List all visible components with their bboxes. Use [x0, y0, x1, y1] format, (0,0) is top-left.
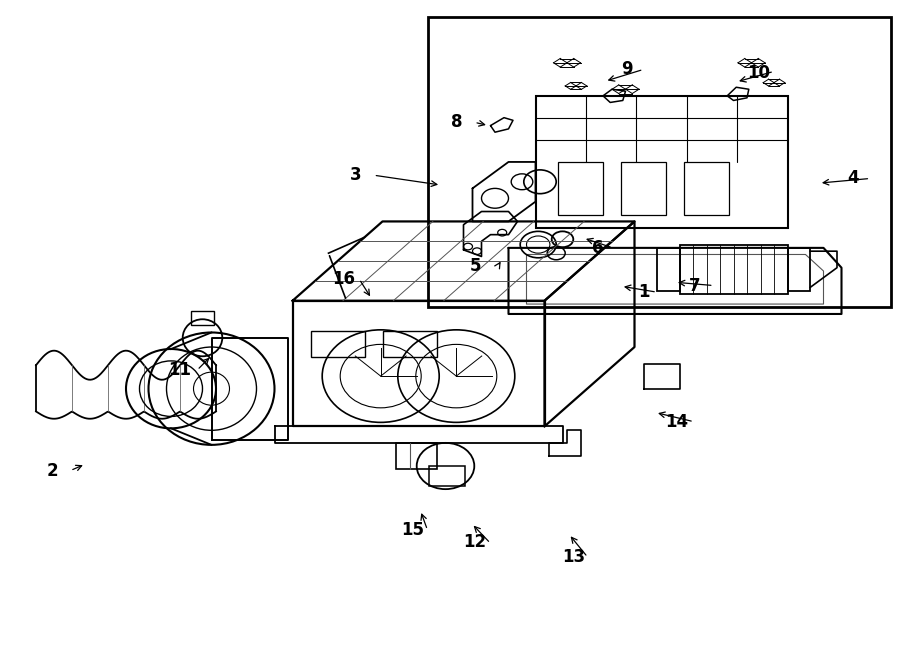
Bar — [621, 162, 666, 215]
Text: 9: 9 — [622, 60, 633, 79]
Text: 7: 7 — [689, 276, 700, 295]
Bar — [396, 443, 437, 469]
Text: 15: 15 — [400, 521, 424, 539]
Text: 2: 2 — [47, 461, 58, 480]
Bar — [191, 311, 214, 325]
Bar — [684, 162, 729, 215]
Bar — [657, 248, 680, 291]
Bar — [558, 162, 603, 215]
Text: 6: 6 — [592, 239, 603, 257]
Text: 3: 3 — [350, 166, 361, 184]
Bar — [310, 330, 365, 357]
Bar — [788, 248, 810, 291]
Bar — [429, 466, 465, 486]
Text: 16: 16 — [332, 270, 356, 288]
Text: 14: 14 — [665, 412, 688, 431]
Text: 8: 8 — [452, 113, 463, 132]
Bar — [536, 96, 788, 228]
Bar — [382, 330, 436, 357]
Text: 5: 5 — [470, 257, 481, 276]
Text: 13: 13 — [562, 547, 586, 566]
Text: 11: 11 — [168, 361, 192, 379]
Bar — [428, 17, 891, 307]
Text: 4: 4 — [848, 169, 859, 188]
Text: 10: 10 — [747, 63, 770, 82]
Bar — [680, 245, 788, 294]
Text: 1: 1 — [638, 283, 649, 301]
Text: 12: 12 — [464, 533, 487, 551]
